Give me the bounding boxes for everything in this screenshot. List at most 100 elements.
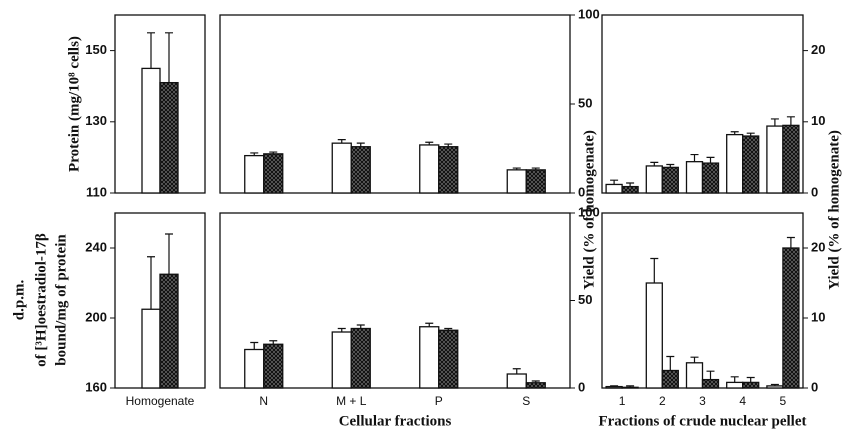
bar: [350, 327, 371, 389]
y-tick-label: 100: [578, 6, 600, 21]
y-axis-label: Protein (mg/10⁸ cells): [66, 36, 82, 172]
error-bar: [690, 153, 699, 162]
bar: [419, 326, 440, 389]
x-tick-label: S: [522, 394, 530, 408]
bar: [506, 373, 527, 389]
y-tick-label: 130: [85, 113, 107, 128]
error-bar: [786, 116, 795, 126]
bar: [506, 169, 527, 194]
error-bar: [610, 179, 619, 185]
x-tick-label: 5: [780, 394, 787, 408]
bar: [350, 146, 371, 194]
bar: [766, 125, 784, 194]
x-axis-label: Cellular fractions: [339, 413, 452, 429]
error-bar: [650, 257, 659, 283]
bar: [141, 67, 161, 194]
x-tick-label: 1: [619, 394, 626, 408]
error-bar: [746, 132, 755, 137]
bar: [621, 185, 639, 194]
bar: [419, 144, 440, 194]
bar: [685, 362, 704, 389]
bar: [159, 81, 179, 194]
error-bar: [610, 385, 619, 387]
error-bar: [650, 161, 659, 166]
error-bar: [531, 167, 540, 170]
bar: [645, 165, 663, 194]
bar: [438, 329, 459, 389]
bar: [244, 154, 265, 194]
x-tick-label: 4: [739, 394, 746, 408]
y-tick-label: 20: [811, 239, 825, 254]
bar: [726, 381, 744, 389]
error-bar: [706, 370, 715, 380]
error-bar: [730, 131, 739, 135]
bar: [782, 247, 800, 389]
y-tick-label: 0: [578, 379, 585, 394]
error-bar: [356, 142, 365, 147]
error-bar: [165, 233, 173, 275]
x-tick-label: M + L: [336, 394, 367, 408]
bar: [766, 385, 784, 389]
y-tick-label: 50: [578, 95, 592, 110]
x-tick-label: 2: [659, 394, 666, 408]
x-tick-label: N: [259, 394, 268, 408]
y-axis-label: bound/mg of protein: [53, 234, 69, 366]
error-bar: [730, 376, 739, 383]
error-bar: [147, 256, 155, 310]
bar: [742, 381, 760, 389]
bar: [782, 124, 800, 194]
y-tick-label: 240: [85, 239, 107, 254]
error-bar: [425, 141, 434, 145]
error-bar: [770, 383, 779, 386]
bar: [661, 369, 679, 389]
y-tick-label: 110: [86, 184, 107, 199]
error-bar: [425, 322, 434, 327]
error-bar: [770, 118, 779, 127]
x-axis-label: Fractions of crude nuclear pellet: [598, 413, 806, 429]
bar: [141, 308, 161, 389]
bar: [621, 386, 639, 389]
error-bar: [269, 151, 278, 154]
error-bar: [706, 156, 715, 164]
y-axis-label: d.p.m.: [11, 280, 27, 321]
y-tick-label: 0: [578, 184, 585, 199]
error-bar: [250, 341, 259, 350]
y-tick-label: 150: [85, 42, 107, 57]
y-tick-label: 20: [811, 42, 825, 57]
y-tick-label: 10: [811, 113, 825, 128]
bar: [701, 162, 720, 194]
error-bar: [626, 385, 635, 388]
error-bar: [356, 324, 365, 329]
error-bar: [531, 380, 540, 383]
bar: [645, 282, 663, 389]
error-bar: [666, 163, 675, 168]
error-bar: [269, 340, 278, 345]
y-tick-label: 200: [85, 309, 107, 324]
error-bar: [444, 327, 453, 331]
y-axis-label: Yield (% of homogenate): [826, 130, 842, 290]
bar: [661, 166, 679, 194]
bar: [263, 153, 284, 194]
y-tick-label: 0: [811, 184, 818, 199]
x-tick-label: 3: [699, 394, 706, 408]
bar: [331, 331, 352, 389]
bar: [701, 378, 720, 389]
bar: [331, 142, 352, 194]
y-tick-label: 50: [578, 292, 592, 307]
y-axis-label: of [³H]oestradiol-17β: [33, 233, 49, 367]
bar: [244, 348, 265, 389]
bar: [525, 169, 546, 194]
error-bar: [512, 167, 521, 170]
bar: [605, 183, 623, 194]
y-tick-label: 10: [811, 309, 825, 324]
error-bar: [337, 139, 346, 144]
y-tick-label: 100: [578, 204, 600, 219]
y-tick-label: 0: [811, 379, 818, 394]
bar: [685, 161, 704, 194]
error-bar: [666, 355, 675, 371]
error-bar: [444, 143, 453, 147]
bar: [525, 382, 546, 389]
bar: [742, 135, 760, 194]
error-bar: [250, 152, 259, 156]
